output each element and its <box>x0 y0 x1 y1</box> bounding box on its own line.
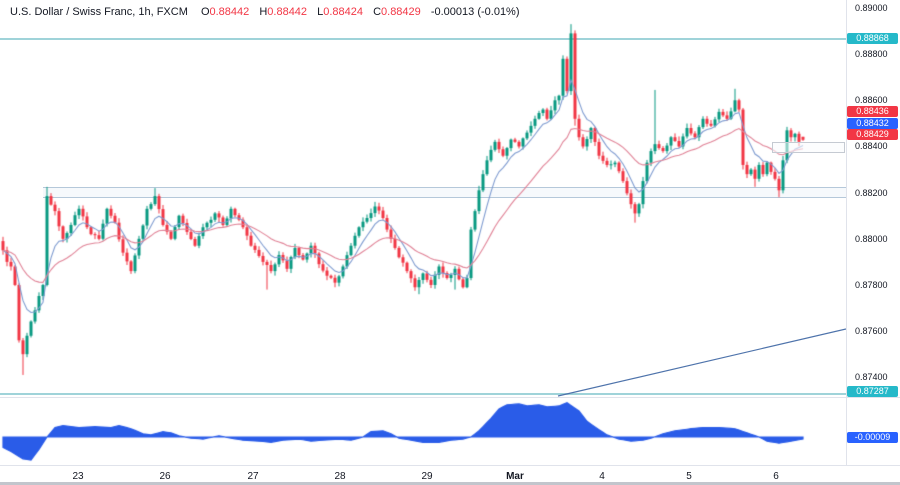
price-tick: 0.87400 <box>855 372 888 383</box>
time-label: 26 <box>159 471 171 482</box>
trend-line[interactable] <box>557 328 846 397</box>
price-tick: 0.88200 <box>855 187 888 198</box>
price-axis[interactable]: 0.89000 0.88800 0.88600 0.88400 0.88200 0.880… <box>846 0 900 465</box>
price-badge-teal: 0.88868 <box>847 33 898 44</box>
time-axis-separator <box>0 465 900 466</box>
price-tick: 0.87800 <box>855 279 888 290</box>
ohlc-close-value: 0.88429 <box>381 6 421 18</box>
change-value: -0.00013 (-0.01%) <box>430 6 520 18</box>
time-label: 4 <box>599 471 605 482</box>
price-badge-blue: 0.88432 <box>847 117 898 129</box>
price-tick: 0.88400 <box>855 141 888 152</box>
price-badge-red: 0.88429 <box>847 129 898 140</box>
time-label: 6 <box>773 471 779 482</box>
window-bottom-border <box>0 482 900 485</box>
ohlc-low-value: 0.88424 <box>323 6 363 18</box>
pane-separator[interactable] <box>0 397 900 398</box>
chart-canvas[interactable] <box>0 0 846 465</box>
price-badge-teal: 0.87287 <box>847 385 898 397</box>
ohlc-high-label: H <box>259 6 268 18</box>
chart-legend: U.S. Dollar / Swiss Franc, 1h, FXCM O0.8… <box>10 6 520 18</box>
time-label: 27 <box>247 471 259 482</box>
time-label: 29 <box>421 471 433 482</box>
price-range-box[interactable] <box>772 142 845 153</box>
ohlc-close-label: C <box>373 6 382 18</box>
price-tick: 0.88600 <box>855 95 888 106</box>
time-label: 28 <box>334 471 346 482</box>
ohlc-open-label: O <box>200 6 210 18</box>
time-axis[interactable]: 23 26 27 28 29 Mar 4 5 6 <box>0 465 900 482</box>
symbol-title[interactable]: U.S. Dollar / Swiss Franc, 1h, FXCM <box>10 6 188 18</box>
price-tick: 0.88800 <box>855 49 888 60</box>
price-tick: 0.89000 <box>855 3 888 13</box>
price-tick: 0.88000 <box>855 233 888 244</box>
price-badge-red: 0.88436 <box>847 106 898 117</box>
time-label: 5 <box>686 471 692 482</box>
time-label: 23 <box>72 471 84 482</box>
trendline-layer <box>557 328 846 397</box>
ohlc-low-label: L <box>317 6 324 18</box>
ohlc-high-value: 0.88442 <box>267 6 308 18</box>
price-badge-blue: -0.00009 <box>847 432 898 443</box>
ohlc-open-value: 0.88442 <box>209 6 250 18</box>
time-label: Mar <box>506 471 524 482</box>
price-tick: 0.87600 <box>855 326 888 337</box>
price-axis-border <box>846 0 847 465</box>
